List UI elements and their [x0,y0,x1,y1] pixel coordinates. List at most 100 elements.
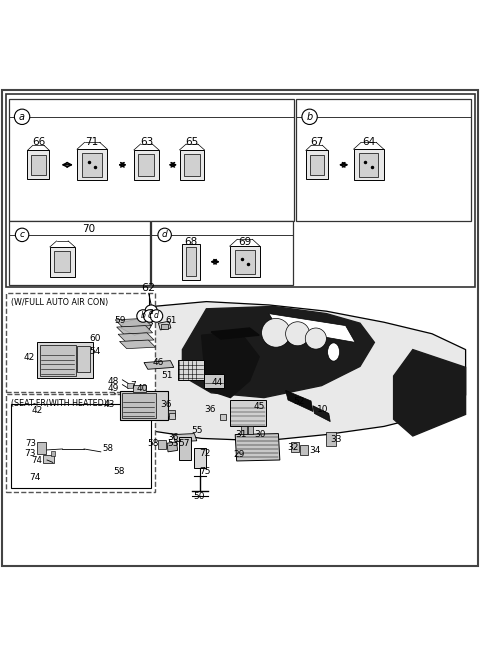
Text: 30: 30 [254,430,266,439]
Polygon shape [118,333,154,341]
Text: 43: 43 [104,400,115,409]
Text: 70: 70 [82,224,96,234]
Bar [169,413,175,419]
Text: 72: 72 [199,449,211,459]
Bar [37,442,46,454]
Circle shape [305,328,326,349]
Text: 59: 59 [114,316,126,325]
Text: 48: 48 [108,377,119,386]
Polygon shape [106,302,466,441]
Bar [306,150,328,179]
Text: 71: 71 [85,136,99,146]
Text: b: b [306,112,313,122]
Bar [220,415,226,420]
Polygon shape [313,406,330,422]
Bar [9,98,294,221]
Bar [178,359,204,380]
Bar [54,251,71,272]
Bar [83,153,102,176]
Bar [310,155,324,175]
Text: 62: 62 [142,283,156,293]
Polygon shape [235,434,280,461]
Text: a: a [19,112,25,122]
Circle shape [262,318,290,347]
Text: 58: 58 [147,439,158,447]
Bar [51,451,55,456]
Text: 68: 68 [184,237,198,247]
Text: 75: 75 [199,468,211,476]
Text: b: b [141,312,145,321]
Bar [127,382,133,388]
Text: 58: 58 [103,444,114,453]
Polygon shape [121,318,153,335]
Polygon shape [144,361,174,369]
Polygon shape [269,314,355,342]
Circle shape [150,310,163,322]
Polygon shape [286,390,313,411]
Text: 29: 29 [233,450,245,459]
Text: 31: 31 [235,430,247,439]
Text: 33: 33 [330,435,342,444]
Bar [77,346,90,372]
Text: 57: 57 [179,439,190,447]
Text: 36: 36 [204,405,216,414]
Text: 54: 54 [89,348,101,356]
Text: 50: 50 [193,493,205,501]
Bar [134,150,159,180]
Bar [229,246,260,277]
Bar [161,324,168,329]
Text: 32: 32 [287,443,299,451]
Bar [291,442,299,452]
Bar [182,244,200,279]
Polygon shape [120,340,156,348]
Text: 65: 65 [185,136,199,146]
Text: (SEAT-FR(WITH HEATED)): (SEAT-FR(WITH HEATED)) [11,399,109,407]
Bar [40,345,76,376]
Text: 7: 7 [131,381,136,390]
Text: 53: 53 [167,439,179,447]
Text: 44: 44 [211,379,222,387]
Ellipse shape [327,343,339,361]
Text: d: d [154,312,159,321]
Bar [353,149,384,180]
Bar [359,153,378,176]
Text: 61: 61 [166,316,177,325]
Text: 60: 60 [89,334,101,343]
Bar [194,448,206,468]
Bar [158,440,166,449]
Text: 52: 52 [294,398,305,407]
Bar [6,94,475,287]
Bar [43,455,54,463]
Polygon shape [117,325,153,335]
Text: 42: 42 [24,353,35,361]
Bar [50,247,75,277]
Bar [27,150,49,179]
Text: 51: 51 [161,371,173,380]
Polygon shape [182,306,374,398]
Circle shape [144,310,156,322]
Polygon shape [211,328,259,339]
Text: 73: 73 [24,449,36,459]
Text: 46: 46 [153,358,164,367]
Bar [168,409,175,417]
Bar [186,247,196,276]
Bar [230,400,266,426]
Text: 36: 36 [167,433,179,442]
Bar [241,426,247,434]
Text: 74: 74 [29,473,41,482]
Polygon shape [167,441,178,452]
Bar [180,150,204,180]
Circle shape [302,109,317,125]
Bar [120,392,168,420]
Bar [296,98,471,221]
Text: 40: 40 [137,384,148,393]
Bar [138,154,155,176]
Text: a: a [149,307,154,316]
Text: (W/FULL AUTO AIR CON): (W/FULL AUTO AIR CON) [11,298,108,307]
Polygon shape [394,350,466,436]
Bar [9,221,150,285]
Text: 73: 73 [25,439,36,448]
Polygon shape [115,318,151,327]
Bar [300,445,308,455]
Bar [122,394,156,419]
